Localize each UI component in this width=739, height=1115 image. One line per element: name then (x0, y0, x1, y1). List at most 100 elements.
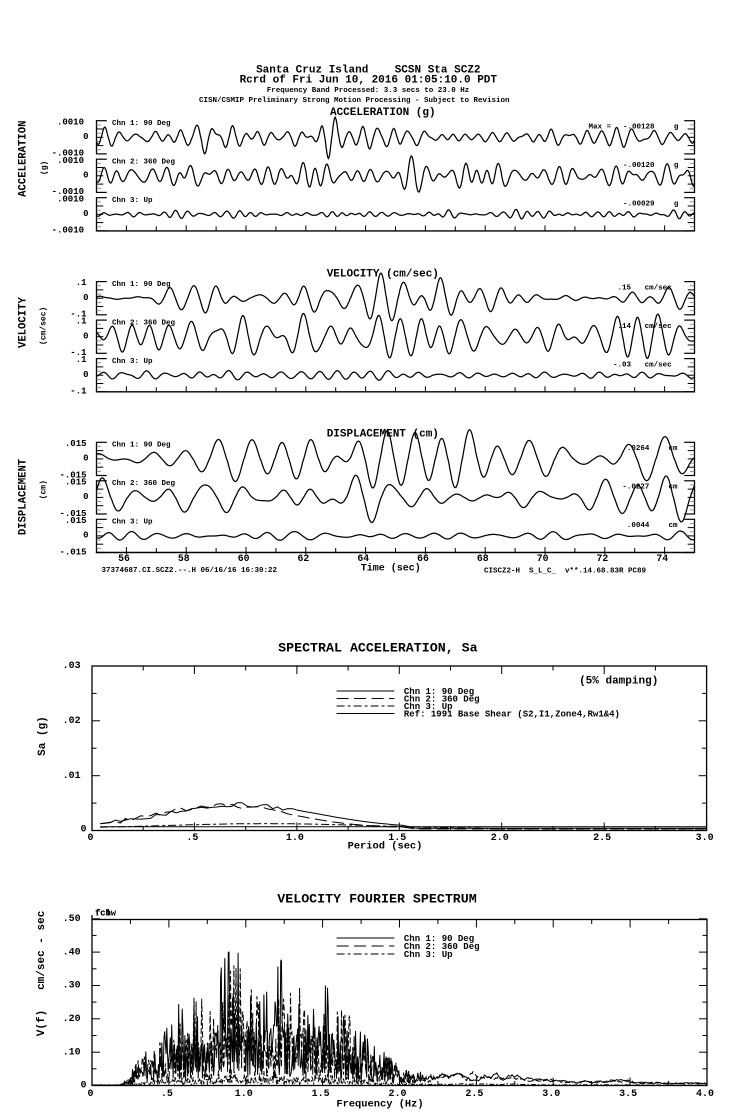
svg-text:.015: .015 (65, 477, 87, 487)
svg-text:0: 0 (83, 454, 88, 464)
svg-text:-.1: -.1 (70, 387, 87, 397)
svg-text:3.0: 3.0 (542, 1089, 560, 1100)
svg-text:68: 68 (477, 553, 489, 564)
svg-text:1.5: 1.5 (312, 1089, 330, 1100)
svg-text:.5: .5 (186, 833, 198, 844)
svg-text:-.0010: -.0010 (52, 149, 84, 159)
svg-text:.03: .03 (63, 661, 81, 672)
svg-text:Ref: 1991 Base Shear (S2,I1,Zo: Ref: 1991 Base Shear (S2,I1,Zone4,Rw1&4) (404, 710, 620, 720)
svg-text:Chn 3: Up: Chn 3: Up (404, 950, 453, 960)
svg-text:3.0: 3.0 (696, 833, 714, 844)
svg-text:2.0: 2.0 (388, 1089, 406, 1100)
svg-text:0: 0 (83, 492, 88, 502)
svg-text:.0010: .0010 (57, 117, 84, 127)
svg-text:g: g (674, 124, 679, 132)
svg-text:1.5: 1.5 (388, 833, 406, 844)
svg-text:0: 0 (83, 331, 88, 341)
svg-text:-.1: -.1 (70, 310, 87, 320)
svg-text:.1: .1 (76, 278, 87, 288)
svg-text:.20: .20 (63, 1014, 81, 1025)
svg-text:(g): (g) (40, 161, 49, 175)
svg-text:Chn 2: 360 Deg: Chn 2: 360 Deg (404, 695, 480, 705)
svg-text:-.015: -.015 (59, 509, 86, 519)
svg-text:VELOCITY FOURIER SPECTRUM: VELOCITY FOURIER SPECTRUM (277, 892, 477, 907)
svg-text:Chn 1: 90 Deg: Chn 1: 90 Deg (112, 281, 171, 289)
svg-text:.5: .5 (161, 1089, 173, 1100)
svg-text:Frequency Band Processed: 3.3: Frequency Band Processed: 3.3 secs to 23… (267, 87, 470, 95)
svg-text:Time (sec): Time (sec) (361, 563, 421, 575)
svg-text:.0264: .0264 (627, 445, 650, 453)
svg-text:2.5: 2.5 (593, 833, 611, 844)
svg-text:Rcrd of Fri Jun 10, 2016 01:05: Rcrd of Fri Jun 10, 2016 01:05:10.0 PDT (240, 75, 498, 87)
svg-text:Chn 1: 90 Deg: Chn 1: 90 Deg (112, 442, 171, 450)
svg-text:cm/sec: cm/sec (645, 323, 673, 331)
svg-text:.01: .01 (63, 771, 81, 782)
svg-text:Chn 3: Up: Chn 3: Up (112, 358, 153, 366)
svg-text:(cm): (cm) (39, 480, 48, 499)
svg-text:VELOCITY: VELOCITY (17, 297, 29, 349)
svg-text:Chn 3: Up: Chn 3: Up (404, 702, 453, 712)
svg-text:2.5: 2.5 (465, 1089, 483, 1100)
svg-text:.30: .30 (63, 981, 81, 992)
svg-text:4.0: 4.0 (696, 1089, 714, 1100)
svg-text:.15: .15 (617, 284, 631, 292)
svg-text:ACCELERATION (g): ACCELERATION (g) (330, 107, 436, 119)
svg-text:-.00029: -.00029 (623, 201, 655, 209)
svg-text:-.0010: -.0010 (52, 187, 84, 197)
svg-text:DISPLACEMENT (cm): DISPLACEMENT (cm) (327, 429, 439, 441)
svg-text:37374687.CI.SCZ2.--.H 06/16/16: 37374687.CI.SCZ2.--.H 06/16/16 16:30:22 (102, 567, 278, 575)
svg-text:(cm/sec): (cm/sec) (39, 307, 48, 345)
svg-text:Period (sec): Period (sec) (348, 841, 423, 853)
svg-text:.015: .015 (65, 516, 87, 526)
svg-text:SPECTRAL ACCELERATION, Sa: SPECTRAL ACCELERATION, Sa (278, 641, 478, 656)
svg-text:fch: fch (95, 909, 111, 919)
svg-text:-.00128: -.00128 (623, 124, 655, 132)
svg-text:Max =: Max = (589, 124, 612, 132)
svg-text:0: 0 (83, 171, 88, 181)
svg-text:-.00120: -.00120 (623, 162, 655, 170)
svg-text:3.5: 3.5 (619, 1089, 637, 1100)
svg-text:cm: cm (669, 484, 679, 492)
svg-text:.02: .02 (63, 716, 81, 727)
svg-text:V(f): V(f) (36, 1010, 48, 1036)
svg-text:-.1: -.1 (70, 348, 87, 358)
svg-text:-.0010: -.0010 (52, 226, 84, 236)
svg-text:0: 0 (83, 293, 88, 303)
svg-text:(5% damping): (5% damping) (579, 676, 658, 688)
svg-text:g: g (674, 201, 679, 209)
svg-text:2.0: 2.0 (491, 833, 509, 844)
svg-text:0: 0 (87, 833, 93, 844)
svg-text:ow: ow (106, 909, 117, 919)
svg-text:56: 56 (118, 553, 130, 564)
svg-text:Frequency (Hz): Frequency (Hz) (336, 1099, 423, 1111)
svg-text:0: 0 (80, 1081, 86, 1092)
svg-text:Chn 2: 360 Deg: Chn 2: 360 Deg (112, 480, 176, 488)
svg-text:0: 0 (87, 1089, 93, 1100)
svg-text:.015: .015 (65, 439, 87, 449)
svg-text:cm/sec - sec: cm/sec - sec (36, 911, 48, 990)
svg-text:.50: .50 (63, 914, 81, 925)
svg-text:DISPLACEMENT: DISPLACEMENT (17, 458, 29, 535)
svg-text:64: 64 (357, 553, 369, 564)
svg-text:.0044: .0044 (627, 522, 650, 530)
svg-text:0: 0 (83, 370, 88, 380)
svg-text:0: 0 (83, 209, 88, 219)
svg-text:Chn 1: 90 Deg: Chn 1: 90 Deg (404, 934, 474, 944)
svg-text:62: 62 (298, 553, 310, 564)
svg-text:.1: .1 (76, 355, 87, 365)
svg-text:-.03: -.03 (613, 361, 632, 369)
svg-text:cm: cm (669, 445, 679, 453)
svg-text:0: 0 (83, 531, 88, 541)
svg-text:g: g (674, 162, 679, 170)
svg-text:66: 66 (417, 553, 429, 564)
svg-text:58: 58 (178, 553, 190, 564)
svg-text:74: 74 (656, 553, 668, 564)
svg-text:Chn 2: 360 Deg: Chn 2: 360 Deg (404, 942, 480, 952)
svg-text:Chn 1: 90 Deg: Chn 1: 90 Deg (404, 687, 474, 697)
svg-text:cm/sec: cm/sec (645, 284, 673, 292)
svg-text:Chn 1: 90 Deg: Chn 1: 90 Deg (112, 120, 171, 128)
svg-text:fcl: fcl (95, 909, 111, 919)
svg-text:0: 0 (83, 132, 88, 142)
svg-text:Chn 3: Up: Chn 3: Up (112, 197, 153, 205)
svg-text:.0010: .0010 (57, 156, 84, 166)
